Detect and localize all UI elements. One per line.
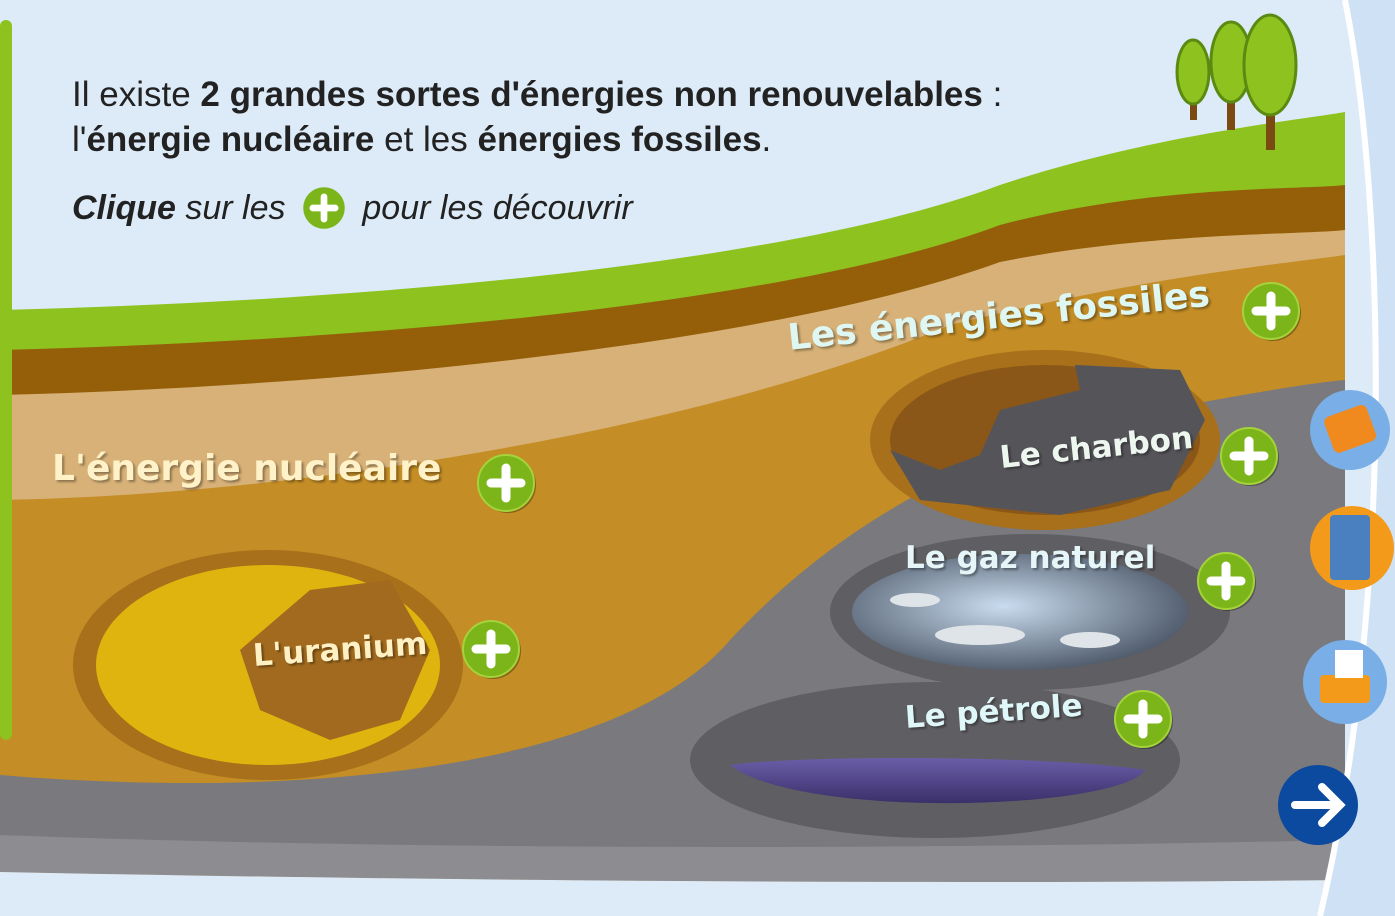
text: pour les découvrir bbox=[353, 189, 633, 228]
plus-icon bbox=[1112, 688, 1174, 750]
text: l' bbox=[72, 120, 86, 159]
text: Il existe bbox=[72, 75, 200, 114]
plus-button[interactable] bbox=[460, 618, 522, 680]
text: : bbox=[983, 75, 1002, 114]
plus-button[interactable] bbox=[1112, 688, 1174, 750]
text: sur les bbox=[176, 189, 295, 228]
plus-icon bbox=[1218, 425, 1280, 487]
text-bold: énergie nucléaire bbox=[86, 120, 374, 159]
label: Le gaz naturel bbox=[905, 540, 1155, 576]
plus-icon bbox=[460, 618, 522, 680]
text: et les bbox=[374, 120, 477, 159]
text-bold: Clique bbox=[72, 189, 176, 228]
intro: Il existe 2 grandes sortes d'énergies no… bbox=[72, 72, 1002, 162]
plus-icon bbox=[1240, 280, 1302, 342]
plus-button[interactable] bbox=[1218, 425, 1280, 487]
plus-button[interactable] bbox=[475, 452, 537, 514]
page: Il existe 2 grandes sortes d'énergies no… bbox=[0, 0, 1395, 916]
plus-icon bbox=[475, 452, 537, 514]
instruction: Clique sur les pour les découvrir bbox=[72, 185, 633, 231]
plus-icon bbox=[301, 185, 347, 231]
intro-line: l'énergie nucléaire et les énergies foss… bbox=[72, 117, 1002, 162]
label: L'énergie nucléaire bbox=[52, 448, 441, 489]
plus-icon bbox=[1195, 550, 1257, 612]
game-button[interactable] bbox=[1310, 390, 1390, 470]
text-bold: 2 grandes sortes d'énergies non renouvel… bbox=[200, 75, 982, 114]
text: . bbox=[762, 120, 772, 159]
plus-button[interactable] bbox=[1240, 280, 1302, 342]
text-bold: énergies fossiles bbox=[478, 120, 762, 159]
plus-button[interactable] bbox=[1195, 550, 1257, 612]
intro-line: Il existe 2 grandes sortes d'énergies no… bbox=[72, 72, 1002, 117]
print-button[interactable] bbox=[1303, 640, 1387, 724]
glossary-button[interactable] bbox=[1310, 506, 1394, 590]
next-button[interactable] bbox=[1278, 765, 1358, 845]
